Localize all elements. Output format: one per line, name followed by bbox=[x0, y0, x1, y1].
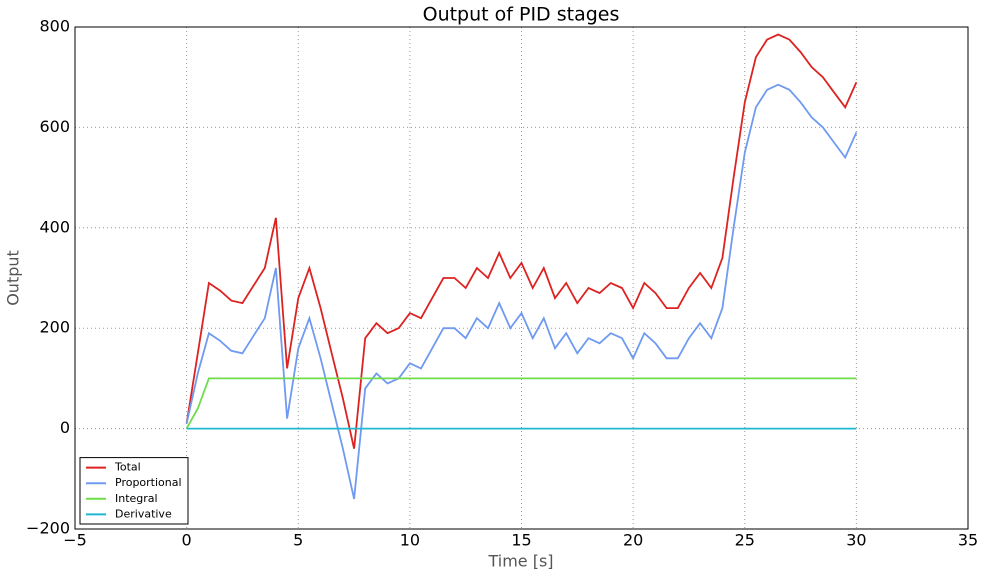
line-series bbox=[185, 33, 858, 449]
x-tick-label: 15 bbox=[511, 531, 531, 550]
legend-label: Proportional bbox=[115, 476, 182, 489]
x-tick-label: −5 bbox=[63, 531, 87, 550]
x-tick-label: 20 bbox=[623, 531, 643, 550]
y-tick-label: 400 bbox=[39, 217, 70, 236]
legend-label: Integral bbox=[115, 492, 158, 505]
x-tick-label: 25 bbox=[735, 531, 755, 550]
y-tick-label: 800 bbox=[39, 17, 70, 36]
x-tick-label: 10 bbox=[400, 531, 420, 550]
y-tick-label: 600 bbox=[39, 117, 70, 136]
x-tick-label: 0 bbox=[182, 531, 192, 550]
x-tick-label: 30 bbox=[846, 531, 866, 550]
x-axis-label: Time [s] bbox=[487, 552, 553, 571]
y-axis-label: Output bbox=[4, 250, 23, 306]
legend-label: Total bbox=[114, 461, 141, 474]
chart-title: Output of PID stages bbox=[423, 4, 620, 26]
y-tick-label: 0 bbox=[60, 418, 70, 437]
x-tick-label: 35 bbox=[958, 531, 978, 550]
y-tick-label: 200 bbox=[39, 318, 70, 337]
legend-label: Derivative bbox=[115, 507, 172, 520]
x-tick-label: 5 bbox=[293, 531, 303, 550]
plot-frame bbox=[74, 26, 969, 530]
y-tick-label: −200 bbox=[26, 519, 70, 538]
line-series bbox=[185, 83, 858, 500]
legend-box bbox=[79, 457, 189, 525]
line-series bbox=[185, 377, 857, 430]
